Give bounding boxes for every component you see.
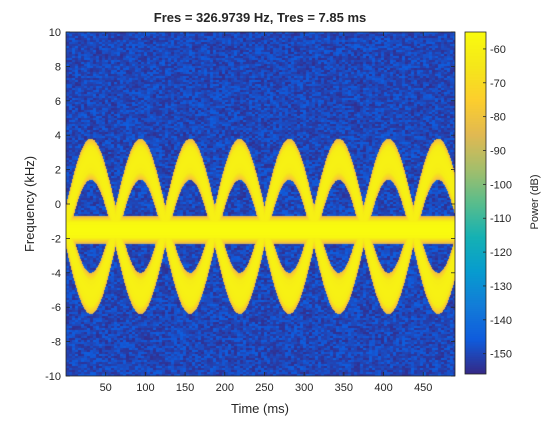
colorbar-tick-label: -150 bbox=[490, 349, 512, 361]
x-axis-label: Time (ms) bbox=[231, 401, 289, 416]
y-tick-label: 10 bbox=[49, 27, 61, 39]
colorbar-tick-label: -80 bbox=[490, 112, 506, 124]
x-tick-label: 150 bbox=[176, 382, 194, 394]
x-tick-label: 450 bbox=[414, 382, 432, 394]
y-tick-label: 8 bbox=[55, 61, 61, 73]
chart-title: Fres = 326.9739 Hz, Tres = 7.85 ms bbox=[154, 10, 366, 25]
x-tick-label: 400 bbox=[374, 382, 392, 394]
x-tick-label: 350 bbox=[335, 382, 353, 394]
y-tick-label: -10 bbox=[45, 371, 61, 383]
y-tick-label: 6 bbox=[55, 96, 61, 108]
colorbar-tick-label: -130 bbox=[490, 281, 512, 293]
colorbar-tick-label: -70 bbox=[490, 78, 506, 90]
y-tick-label: -2 bbox=[51, 233, 61, 245]
colorbar-box bbox=[464, 31, 487, 375]
colorbar-gradient bbox=[465, 32, 486, 374]
y-axis-label: Frequency (kHz) bbox=[22, 156, 37, 252]
colorbar-tick-label: -60 bbox=[490, 44, 506, 56]
colorbar-tick-label: -90 bbox=[490, 146, 506, 158]
colorbar-tick-label: -100 bbox=[490, 179, 512, 191]
y-tick-label: -8 bbox=[51, 337, 61, 349]
y-tick-label: 4 bbox=[55, 130, 61, 142]
x-tick-label: 50 bbox=[100, 382, 112, 394]
x-tick-label: 100 bbox=[136, 382, 154, 394]
y-tick-label: -6 bbox=[51, 302, 61, 314]
y-tick-label: 0 bbox=[55, 199, 61, 211]
colorbar-tick-label: -120 bbox=[490, 247, 512, 259]
colorbar-tick-label: -110 bbox=[490, 213, 511, 225]
x-tick-label: 200 bbox=[216, 382, 234, 394]
y-tick-label: -4 bbox=[51, 268, 61, 280]
x-tick-label: 300 bbox=[295, 382, 313, 394]
x-tick-label: 250 bbox=[255, 382, 273, 394]
colorbar-tick-label: -140 bbox=[490, 315, 512, 327]
colorbar-label: Power (dB) bbox=[529, 174, 541, 229]
spectrogram-image bbox=[66, 32, 455, 376]
y-tick-label: 2 bbox=[55, 165, 61, 177]
